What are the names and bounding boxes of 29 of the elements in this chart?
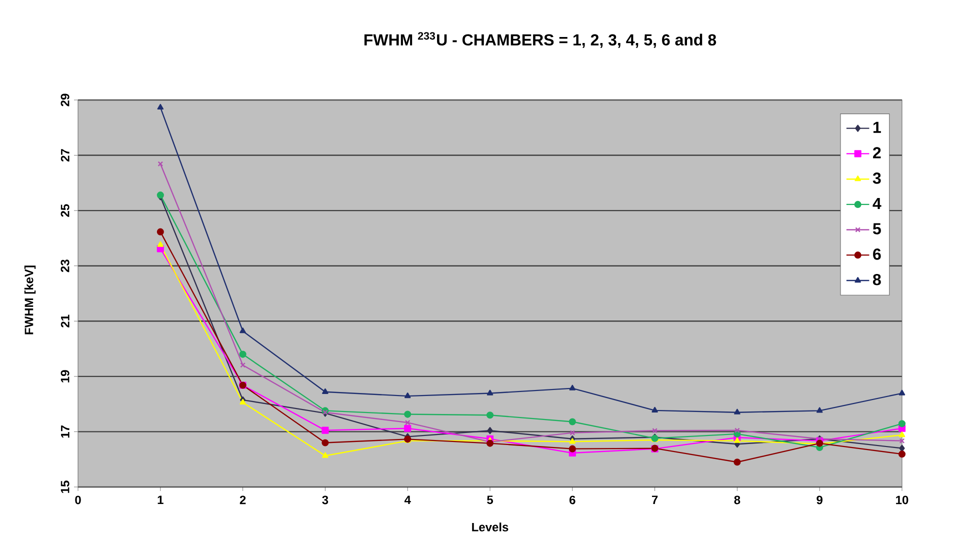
legend-label: 8	[872, 274, 881, 286]
y-tick-label: 29	[60, 94, 70, 106]
x-axis-title: Levels	[472, 522, 508, 532]
y-tick-label: 27	[60, 149, 70, 162]
y-tick-label: 21	[60, 314, 70, 328]
y-tick-label: 19	[60, 370, 70, 382]
legend-label: 4	[872, 198, 882, 209]
x-tick-label: 8	[734, 496, 740, 504]
x-tick-label: 7	[652, 496, 658, 504]
x-tick-label: 10	[896, 496, 908, 504]
x-tick-label: 3	[322, 496, 328, 504]
x-tick-label: 5	[487, 496, 494, 504]
chart-title: FWHM $^{233}$U - CHAMBERS = 1, 2, 3, 4, 5, 6 and 8	[364, 32, 716, 48]
legend-label: 2	[873, 147, 881, 158]
legend-label: 1	[873, 122, 881, 133]
x-tick-label: 6	[570, 496, 576, 504]
y-tick-label: 23	[60, 260, 70, 272]
legend-label: 5	[872, 223, 881, 234]
x-tick-label: 2	[240, 496, 246, 504]
x-tick-label: 0	[75, 496, 81, 504]
x-tick-label: 9	[816, 496, 822, 504]
y-axis-title: FWHM [keV]	[24, 266, 36, 334]
y-tick-label: 15	[60, 480, 70, 493]
legend-label: 3	[872, 172, 881, 184]
x-tick-label: 4	[404, 496, 411, 504]
x-tick-label: 1	[158, 496, 164, 504]
y-tick-label: 25	[60, 204, 70, 217]
legend-label: 6	[873, 248, 881, 260]
y-tick-label: 17	[61, 426, 70, 438]
